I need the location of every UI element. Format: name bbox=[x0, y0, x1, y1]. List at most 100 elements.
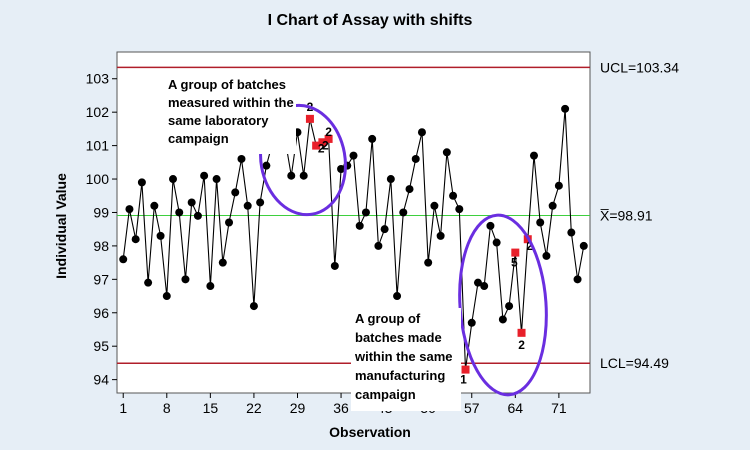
annotation-lab-campaign: A group of batches measured within the sam… bbox=[164, 74, 296, 154]
data-point bbox=[200, 171, 209, 180]
data-point bbox=[212, 175, 221, 184]
x-tick-label: 71 bbox=[551, 400, 567, 416]
data-point bbox=[473, 278, 482, 287]
annotation-mfg-campaign: A group of batches made within the same man… bbox=[351, 308, 461, 411]
data-point bbox=[536, 218, 545, 227]
data-point bbox=[287, 171, 296, 180]
data-point bbox=[299, 171, 308, 180]
data-point bbox=[492, 238, 501, 247]
data-point bbox=[225, 218, 234, 227]
data-point bbox=[386, 175, 395, 184]
data-point bbox=[249, 302, 258, 311]
y-tick-label: 95 bbox=[93, 338, 109, 354]
data-point bbox=[137, 178, 146, 187]
x-tick-label: 8 bbox=[163, 400, 171, 416]
y-axis-label: Individual Value bbox=[53, 173, 69, 279]
data-point bbox=[573, 275, 582, 284]
data-point bbox=[355, 221, 364, 230]
data-point bbox=[505, 302, 514, 311]
data-point bbox=[467, 318, 476, 327]
x-tick-label: 1 bbox=[119, 400, 127, 416]
data-point bbox=[193, 211, 202, 220]
y-tick-label: 97 bbox=[93, 271, 109, 287]
y-tick-label: 99 bbox=[93, 204, 109, 220]
flag-label: 5 bbox=[511, 256, 518, 270]
annotation-line: same laboratory bbox=[168, 113, 269, 128]
data-point bbox=[349, 151, 358, 160]
data-point bbox=[144, 278, 153, 287]
y-tick-label: 103 bbox=[86, 71, 110, 87]
data-point bbox=[380, 225, 389, 234]
data-point bbox=[162, 292, 171, 301]
lcl-label: LCL=94.49 bbox=[600, 355, 669, 371]
highlight-ellipse bbox=[458, 213, 548, 397]
flag-label: 2 bbox=[518, 338, 525, 352]
flagged-point bbox=[305, 114, 314, 123]
data-point bbox=[424, 258, 433, 267]
data-point bbox=[442, 148, 451, 157]
data-point bbox=[361, 208, 370, 217]
annotation-background bbox=[164, 74, 296, 154]
flagged-point bbox=[324, 134, 333, 143]
annotation-line: batches made bbox=[355, 330, 442, 345]
data-point bbox=[256, 198, 265, 207]
x-tick-label: 64 bbox=[508, 400, 524, 416]
data-point bbox=[554, 181, 563, 190]
data-point bbox=[567, 228, 576, 237]
data-point bbox=[417, 128, 426, 137]
data-point bbox=[430, 201, 439, 210]
annotation-line: within the same bbox=[354, 349, 453, 364]
data-point bbox=[449, 191, 458, 200]
x-axis-label: Observation bbox=[329, 424, 411, 440]
annotation-line: A group of batches bbox=[168, 77, 286, 92]
x-tick-label: 22 bbox=[246, 400, 262, 416]
data-point bbox=[561, 104, 570, 113]
data-point bbox=[405, 185, 414, 194]
data-point bbox=[131, 235, 140, 244]
data-point bbox=[498, 315, 507, 324]
flagged-point bbox=[517, 328, 526, 337]
flagged-point bbox=[511, 248, 520, 257]
flag-label: 2 bbox=[325, 125, 332, 139]
x-tick-label: 29 bbox=[290, 400, 306, 416]
y-tick-label: 102 bbox=[86, 104, 110, 120]
data-point bbox=[330, 261, 339, 270]
y-tick-label: 96 bbox=[93, 305, 109, 321]
data-point bbox=[150, 201, 159, 210]
flag-label: 2 bbox=[322, 138, 329, 152]
data-point bbox=[206, 282, 215, 291]
data-point bbox=[187, 198, 196, 207]
annotation-line: campaign bbox=[355, 387, 416, 402]
data-point bbox=[486, 221, 495, 230]
center-label: X̅=98.91 bbox=[600, 207, 653, 223]
flag-label: 1 bbox=[460, 373, 467, 387]
data-point bbox=[399, 208, 408, 217]
annotation-background bbox=[351, 308, 461, 411]
y-tick-label: 94 bbox=[93, 372, 109, 388]
y-tick-label: 98 bbox=[93, 238, 109, 254]
annotation-line: measured within the bbox=[168, 95, 294, 110]
data-point bbox=[455, 205, 464, 214]
flagged-point bbox=[318, 138, 327, 147]
data-point bbox=[337, 165, 346, 174]
data-point bbox=[529, 151, 538, 160]
chart-title: I Chart of Assay with shifts bbox=[268, 12, 473, 29]
x-tick-label: 15 bbox=[203, 400, 219, 416]
data-point bbox=[156, 231, 165, 240]
data-point bbox=[411, 154, 420, 163]
annotation-line: manufacturing bbox=[355, 368, 445, 383]
flagged-point bbox=[312, 141, 321, 150]
data-point bbox=[480, 282, 489, 291]
y-tick-label: 100 bbox=[86, 171, 110, 187]
annotation-line: campaign bbox=[168, 131, 229, 146]
data-point bbox=[262, 161, 271, 170]
ucl-label: UCL=103.34 bbox=[600, 59, 679, 75]
x-tick-label: 36 bbox=[333, 400, 349, 416]
data-point bbox=[175, 208, 184, 217]
data-point bbox=[436, 231, 445, 240]
data-point bbox=[119, 255, 128, 264]
data-point bbox=[231, 188, 240, 197]
data-point bbox=[393, 292, 402, 301]
